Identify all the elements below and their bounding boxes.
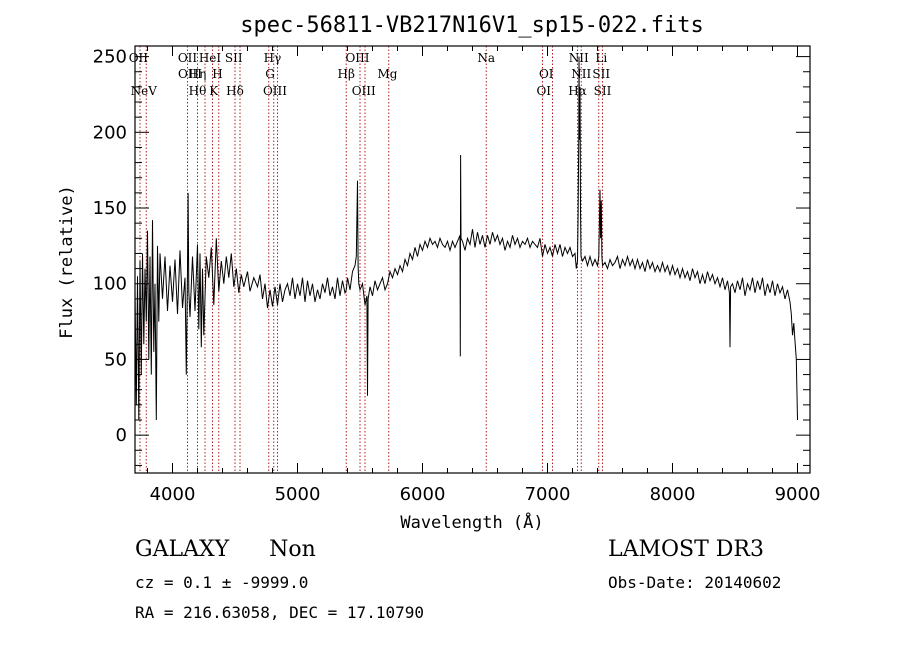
spectral-line-label: K xyxy=(209,84,219,98)
spectral-line-label: Na xyxy=(477,51,495,65)
spectral-line-label: Hθ xyxy=(189,84,207,98)
y-axis-ticks: 0 50 100 150 200 250 xyxy=(93,47,810,466)
spectral-line-label: Hη xyxy=(189,67,207,81)
survey-name: LAMOST DR3 xyxy=(608,537,764,562)
spectral-line-label: NeV xyxy=(131,84,158,98)
spectral-line-label: G xyxy=(265,67,275,81)
spectral-line-label: NII xyxy=(571,67,591,81)
spectral-line-label: Hδ xyxy=(226,84,244,98)
spectrum-chart: spec-56811-VB217N16V1_sp15-022.fits NeV O… xyxy=(57,13,821,533)
spectral-line-label: SII xyxy=(594,84,612,98)
spectral-line-label: Mg xyxy=(378,67,398,81)
y-tick-label: 0 xyxy=(116,425,127,446)
object-type: GALAXY xyxy=(135,537,230,562)
x-tick-label: 6000 xyxy=(400,484,446,505)
spectral-line-label: OII xyxy=(178,51,198,65)
x-tick-label: 7000 xyxy=(525,484,571,505)
object-subclass: Non xyxy=(269,537,316,562)
spectral-line-label: OIII xyxy=(263,84,287,98)
spectral-line-markers xyxy=(139,46,603,473)
spectral-line-label: Li xyxy=(595,51,607,65)
ra-dec-coordinates: RA = 216.63058, DEC = 17.10790 xyxy=(135,603,424,622)
spectral-line-label: SII xyxy=(592,67,610,81)
chart-title: spec-56811-VB217N16V1_sp15-022.fits xyxy=(240,13,704,38)
x-axis-label: Wavelength (Å) xyxy=(400,511,543,533)
y-tick-label: 200 xyxy=(93,122,127,143)
spectral-line-label: HeI xyxy=(199,51,222,65)
spectral-line-label: OI xyxy=(539,67,554,81)
x-tick-label: 8000 xyxy=(650,484,696,505)
spectral-line-label: OIII xyxy=(178,67,202,81)
spectral-line-label: OIII xyxy=(352,84,376,98)
x-tick-label: 4000 xyxy=(150,484,196,505)
object-class: GALAXY Non xyxy=(135,537,316,562)
spectral-line-label: Hγ xyxy=(264,51,282,65)
flux-series-line xyxy=(134,56,798,421)
x-axis-ticks: 4000 5000 6000 7000 8000 9000 xyxy=(147,46,821,505)
spectral-line-label: SII xyxy=(225,51,243,65)
plot-frame xyxy=(134,45,811,474)
redshift-cz: cz = 0.1 ± -9999.0 xyxy=(135,573,309,592)
spectral-line-label: Hα xyxy=(568,84,587,98)
y-tick-label: 100 xyxy=(93,274,127,295)
y-tick-label: 50 xyxy=(104,349,127,370)
x-tick-label: 5000 xyxy=(275,484,321,505)
spectral-line-label: OIII xyxy=(345,51,369,65)
spectral-line-label: OII xyxy=(129,51,149,65)
obs-date: Obs-Date: 20140602 xyxy=(608,573,782,592)
x-tick-label: 9000 xyxy=(775,484,821,505)
spectral-line-label: Hβ xyxy=(338,67,355,81)
y-tick-label: 250 xyxy=(93,47,127,68)
spectral-line-label: OI xyxy=(536,84,551,98)
y-axis-label: Flux (relative) xyxy=(57,185,77,339)
spectral-line-label: H xyxy=(212,67,222,81)
y-tick-label: 150 xyxy=(93,198,127,219)
